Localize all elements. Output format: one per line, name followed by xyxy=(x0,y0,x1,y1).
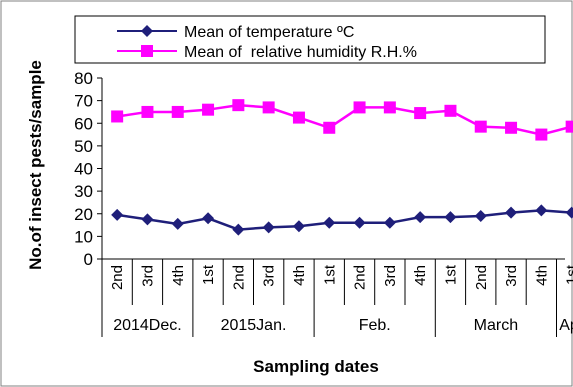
y-tick-label: 70 xyxy=(74,92,93,111)
series-line-humidity xyxy=(116,103,572,136)
y-tick-label: 30 xyxy=(74,182,93,201)
y-tick-label: 60 xyxy=(74,114,93,133)
x-tick-label: 2nd xyxy=(352,265,369,290)
humidity-point xyxy=(292,111,305,124)
group-label: Feb. xyxy=(359,317,391,334)
x-tick-label: 4th xyxy=(170,265,187,286)
x-tick-label: 4th xyxy=(533,265,550,286)
humidity-point xyxy=(535,128,548,141)
axes: 0 10 20 30 40 50 60 70 80 2nd 3rd 4th 1st 2nd 3rd 4th 1s… xyxy=(74,69,573,337)
x-tick-label: 2nd xyxy=(473,265,490,290)
legend-marker-humidity xyxy=(141,45,153,57)
x-tick-label: 1st xyxy=(200,264,217,285)
temperature-point xyxy=(111,208,124,221)
legend-marker-temperature xyxy=(141,25,153,37)
y-tick-label: 50 xyxy=(74,137,93,156)
y-axis-title: No.of insect pests/sample xyxy=(26,60,45,270)
x-tick-label: 3rd xyxy=(382,265,399,287)
x-tick-label: 2nd xyxy=(230,265,247,290)
group-label: 2014Dec. xyxy=(113,317,182,334)
x-tick-label: 3rd xyxy=(503,265,520,287)
temperature-point xyxy=(444,211,457,224)
legend-label-humidity: Mean of relative humidity R.H.% xyxy=(184,44,417,61)
x-tick-label: 1st xyxy=(564,264,573,285)
temperature-point xyxy=(232,223,245,236)
y-tick-label: 0 xyxy=(84,250,93,269)
humidity-point xyxy=(505,121,518,134)
temperature-point xyxy=(323,216,336,229)
x-axis-title: Sampling dates xyxy=(253,357,379,376)
group-label: March xyxy=(474,317,518,334)
humidity-point xyxy=(414,107,427,120)
y-tick-label: 10 xyxy=(74,227,93,246)
x-tick-label: 1st xyxy=(442,264,459,285)
temperature-point xyxy=(262,221,275,234)
x-tick-label: 2nd xyxy=(109,265,126,290)
humidity-point xyxy=(565,120,573,133)
humidity-point xyxy=(111,110,124,123)
temperature-point xyxy=(141,213,154,226)
humidity-point xyxy=(474,120,487,133)
plot-area xyxy=(111,99,573,236)
legend-box xyxy=(74,15,546,64)
humidity-point xyxy=(202,103,215,116)
temperature-point xyxy=(565,206,573,219)
humidity-point xyxy=(444,104,457,117)
humidity-point xyxy=(171,105,184,118)
humidity-point xyxy=(262,101,275,114)
temperature-point xyxy=(505,206,518,219)
x-tick-label: 4th xyxy=(412,265,429,286)
y-tick-label: 40 xyxy=(74,160,93,179)
group-label: Apr xyxy=(559,317,573,334)
humidity-point xyxy=(383,101,396,114)
temperature-point xyxy=(171,217,184,230)
temperature-point xyxy=(474,210,487,223)
x-tick-label: 3rd xyxy=(139,265,156,287)
temperature-point xyxy=(202,212,215,225)
series-line-temperature xyxy=(116,209,572,231)
y-tick-label: 80 xyxy=(74,69,93,88)
temperature-point xyxy=(414,211,427,224)
temperature-point xyxy=(535,204,548,217)
group-label: 2015Jan. xyxy=(221,317,287,334)
x-tick-label: 4th xyxy=(291,265,308,286)
x-tick-label: 3rd xyxy=(261,265,278,287)
humidity-point xyxy=(232,99,245,112)
humidity-point xyxy=(323,121,336,134)
legend-label-temperature: Mean of temperature ºC xyxy=(184,24,354,41)
y-tick-label: 20 xyxy=(74,205,93,224)
humidity-point xyxy=(141,105,154,118)
temperature-point xyxy=(383,216,396,229)
legend: Mean of temperature ºC Mean of relative … xyxy=(74,15,546,64)
humidity-point xyxy=(353,101,366,114)
temperature-point xyxy=(353,216,366,229)
x-tick-label: 1st xyxy=(321,264,338,285)
temperature-point xyxy=(292,220,305,233)
